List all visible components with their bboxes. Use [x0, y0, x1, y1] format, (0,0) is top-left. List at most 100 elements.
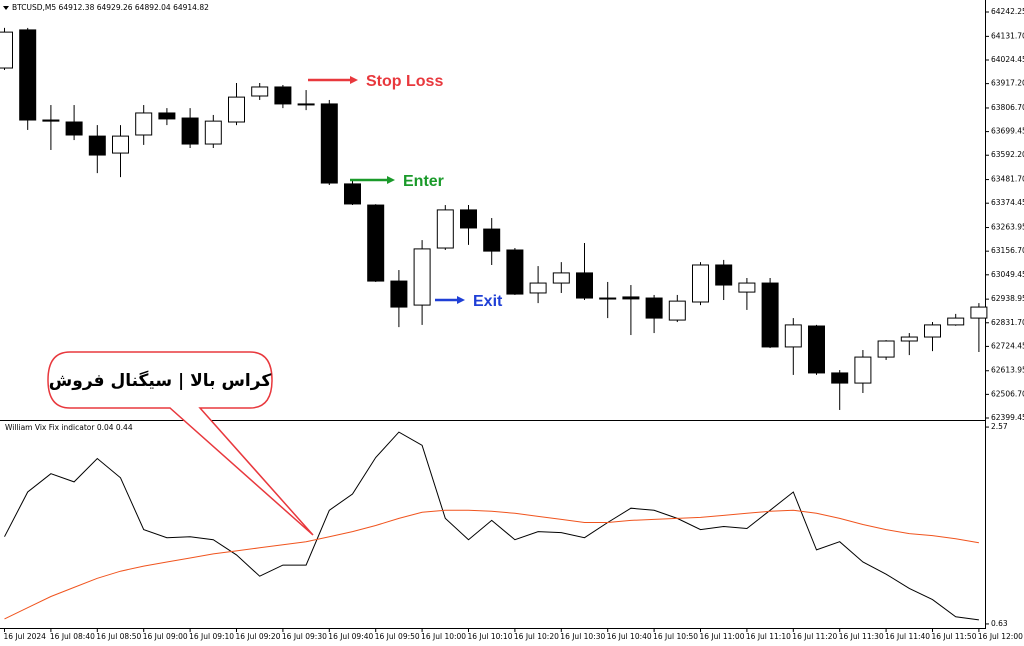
y-tick-label: 63592.20	[991, 150, 1024, 159]
y-tick-label: 63263.95	[991, 223, 1024, 232]
x-tick-label: 16 Jul 09:20	[236, 632, 281, 641]
candle-body	[924, 324, 941, 338]
candle-body	[645, 297, 663, 319]
x-tick-label: 16 Jul 10:00	[421, 632, 466, 641]
candle-body	[19, 29, 37, 121]
y-tick-label: 62399.45	[991, 413, 1024, 422]
candle-body	[367, 204, 385, 282]
x-tick-label: 16 Jul 10:10	[468, 632, 513, 641]
symbol-marker	[3, 6, 9, 10]
indicator-title: William Vix Fix indicator 0.04 0.44	[5, 423, 133, 432]
x-tick-label: 16 Jul 11:00	[700, 632, 745, 641]
candle-body	[436, 209, 454, 249]
candle-body	[692, 264, 709, 303]
candle-body	[274, 86, 292, 105]
candle-body	[0, 31, 13, 69]
y-tick-label: 2.57	[991, 422, 1008, 431]
candle-body	[297, 103, 315, 106]
candle-body	[877, 340, 895, 358]
x-tick-label: 16 Jul 11:10	[746, 632, 791, 641]
y-tick-label: 63049.45	[991, 270, 1024, 279]
callout-text: کراس بالا | سیگنال فروش	[49, 370, 272, 391]
chart-title: BTCUSD,M5 64912.38 64929.26 64892.04 649…	[12, 3, 209, 12]
candle-body	[529, 282, 547, 294]
indicator-line	[4, 431, 979, 621]
candle-body	[181, 117, 199, 145]
y-tick-label: 63156.70	[991, 246, 1024, 255]
candle-body	[88, 135, 106, 156]
candle-body	[228, 96, 245, 123]
y-tick-label: 62506.70	[991, 389, 1024, 398]
y-tick-label: 63481.70	[991, 175, 1024, 184]
candle-body	[413, 248, 431, 306]
x-tick-label: 16 Jul 08:50	[96, 632, 141, 641]
candle-body	[715, 264, 733, 286]
candle-body	[204, 120, 222, 145]
y-tick-label: 62613.95	[991, 366, 1024, 375]
x-tick-label: 16 Jul 08:40	[50, 632, 95, 641]
candle-body	[947, 317, 965, 326]
x-tick-label: 16 Jul 10:40	[607, 632, 652, 641]
candle-body	[483, 228, 501, 252]
x-tick-label: 16 Jul 11:40	[885, 632, 930, 641]
candle-body	[622, 296, 640, 300]
candle-body	[65, 121, 83, 136]
candle-body	[112, 135, 129, 154]
candle-body	[808, 325, 825, 374]
candle-body	[158, 112, 176, 120]
candle-body	[738, 282, 756, 293]
candle-body	[761, 282, 779, 348]
x-tick-label: 16 Jul 12:00	[978, 632, 1023, 641]
indicator-line	[4, 509, 979, 620]
candle-body	[506, 249, 524, 295]
x-tick-label: 16 Jul 09:10	[189, 632, 234, 641]
y-tick-label: 62724.45	[991, 341, 1024, 350]
x-tick-label: 16 Jul 09:50	[375, 632, 420, 641]
candle-body	[42, 119, 60, 122]
x-tick-label: 16 Jul 11:30	[839, 632, 884, 641]
x-tick-label: 16 Jul 09:00	[143, 632, 188, 641]
y-tick-label: 63917.20	[991, 79, 1024, 88]
annotation: Stop Loss	[366, 73, 443, 90]
y-tick-label: 62938.95	[991, 294, 1024, 303]
candle-body	[251, 86, 269, 97]
callout: کراس بالا | سیگنال فروش	[47, 351, 314, 536]
candle-body	[668, 300, 686, 321]
y-tick-label: 64131.70	[991, 31, 1024, 40]
candle-body	[552, 272, 570, 284]
candle-body	[784, 324, 802, 348]
x-tick-label: 16 Jul 09:40	[328, 632, 373, 641]
y-tick-label: 63806.70	[991, 103, 1024, 112]
annotation: Exit	[473, 293, 503, 310]
candle-body	[390, 280, 408, 308]
annotation: Enter	[403, 173, 444, 190]
annotation-arrowhead	[350, 76, 358, 84]
candle-body	[576, 272, 593, 299]
x-tick-label: 16 Jul 2024	[4, 632, 47, 641]
y-tick-label: 62831.70	[991, 318, 1024, 327]
y-tick-label: 64024.45	[991, 55, 1024, 64]
candle-body	[460, 209, 477, 229]
y-tick-label: 64242.25	[991, 7, 1024, 16]
candle-body	[900, 336, 918, 342]
x-tick-label: 16 Jul 10:20	[514, 632, 559, 641]
callout-bubble	[47, 351, 314, 536]
x-tick-label: 16 Jul 09:30	[282, 632, 327, 641]
x-tick-label: 16 Jul 10:50	[653, 632, 698, 641]
candle-body	[320, 103, 338, 184]
x-tick-label: 16 Jul 11:20	[792, 632, 837, 641]
annotation-arrowhead	[387, 176, 395, 184]
x-tick-label: 16 Jul 11:50	[932, 632, 977, 641]
x-tick-label: 16 Jul 10:30	[560, 632, 605, 641]
candle-body	[854, 356, 872, 384]
candle-body	[344, 183, 361, 205]
candle-body	[970, 306, 988, 319]
candle-body	[831, 372, 849, 384]
y-tick-label: 0.63	[991, 619, 1008, 628]
annotation-arrowhead	[457, 296, 465, 304]
candle-body	[599, 297, 617, 300]
y-tick-label: 63699.45	[991, 127, 1024, 136]
candle-body	[135, 112, 153, 136]
